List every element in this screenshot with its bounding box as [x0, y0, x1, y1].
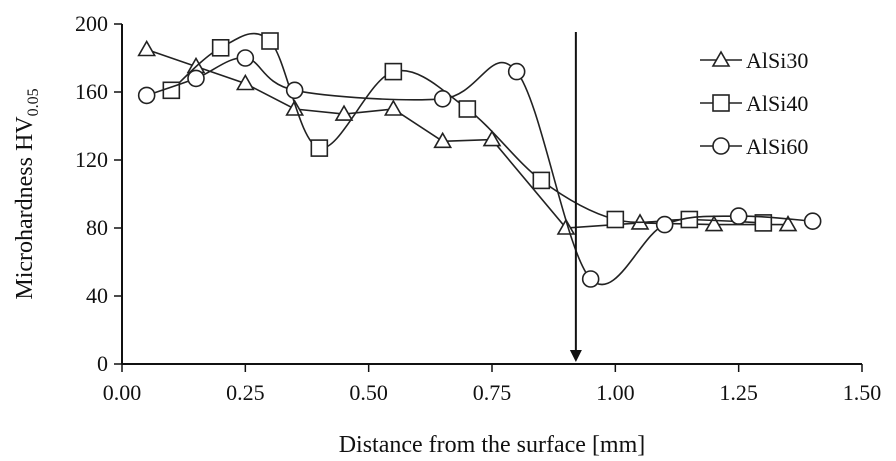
- y-tick-label: 120: [75, 147, 108, 172]
- axes: [121, 24, 862, 365]
- data-point-alsi30: [285, 99, 305, 116]
- data-point-alsi40: [310, 139, 329, 157]
- data-point-alsi40: [458, 100, 477, 118]
- legend-marker-alsi30: [711, 50, 731, 67]
- data-point-alsi40: [211, 38, 230, 57]
- ticks: 0.00 0.25 0.50 0.75 1.00 1.25 1.50 0 40 80 120 160 2…: [75, 11, 881, 405]
- y-axis-title-main: Microhardness HV: [12, 116, 38, 300]
- arrow-head: [569, 350, 582, 362]
- series: [137, 32, 822, 288]
- y-axis-title: Microhardness HV0.05: [12, 88, 42, 299]
- data-point-alsi60: [803, 212, 822, 230]
- y-axis-title-subscript: 0.05: [25, 88, 42, 116]
- x-tick-label: 0.75: [473, 380, 512, 405]
- x-tick-label: 1.25: [719, 380, 758, 405]
- data-point-alsi60: [285, 81, 304, 100]
- data-point-alsi40: [532, 171, 551, 190]
- y-tick-label: 40: [86, 283, 108, 308]
- data-point-alsi60: [581, 270, 600, 288]
- series-line-alsi30: [146, 48, 788, 229]
- legend-label-alsi60: AlSi60: [746, 134, 808, 159]
- data-point-alsi30: [778, 214, 798, 232]
- legend-label-alsi40: AlSi40: [746, 91, 808, 116]
- series-line-alsi60: [146, 57, 813, 286]
- vertical-arrow: [569, 32, 582, 362]
- x-tick-label: 1.00: [596, 380, 635, 405]
- legend-label-alsi30: AlSi30: [746, 48, 808, 73]
- y-tick-label: 160: [75, 79, 108, 104]
- data-point-alsi30: [235, 73, 255, 91]
- data-point-alsi60: [507, 62, 526, 81]
- data-point-alsi40: [261, 32, 279, 50]
- data-point-alsi60: [655, 215, 674, 234]
- series-line-alsi40: [170, 32, 764, 224]
- x-tick-label: 0.25: [226, 380, 265, 405]
- y-tick-label: 0: [97, 351, 108, 376]
- data-point-alsi30: [137, 39, 157, 57]
- data-point-alsi60: [137, 86, 156, 105]
- legend-marker-alsi60: [712, 137, 730, 155]
- x-axis-title: Distance from the surface [mm]: [339, 432, 646, 458]
- x-tick-label: 1.50: [843, 380, 882, 405]
- data-point-alsi60: [729, 207, 748, 225]
- y-tick-label: 200: [75, 11, 108, 36]
- data-point-alsi30: [482, 129, 502, 147]
- legend: AlSi30 AlSi40 AlSi60: [700, 48, 808, 159]
- data-point-alsi40: [754, 214, 773, 232]
- data-point-alsi30: [556, 218, 576, 235]
- data-point-alsi40: [384, 62, 403, 81]
- y-tick-label: 80: [86, 215, 108, 240]
- data-point-alsi30: [383, 99, 403, 116]
- data-point-alsi60: [236, 49, 255, 67]
- data-point-alsi30: [433, 131, 453, 149]
- data-point-alsi60: [187, 69, 205, 88]
- data-point-alsi30: [334, 104, 354, 121]
- data-point-alsi60: [433, 90, 452, 108]
- x-tick-label: 0.50: [349, 380, 388, 405]
- data-point-alsi40: [606, 210, 625, 229]
- legend-marker-alsi40: [712, 94, 730, 112]
- x-tick-label: 0.00: [103, 380, 142, 405]
- data-point-alsi30: [704, 214, 724, 232]
